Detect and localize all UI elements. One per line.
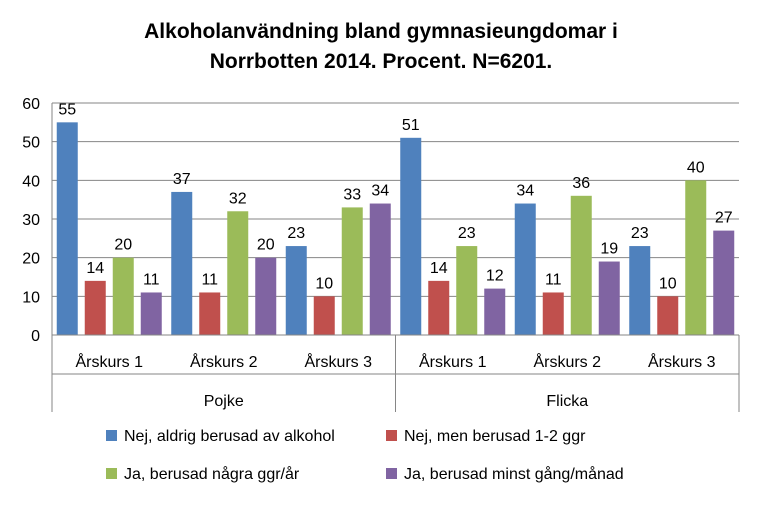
- chart-title-line-1: Alkoholanvändning bland gymnasieungdomar…: [144, 20, 618, 43]
- data-label: 37: [173, 171, 191, 188]
- bar: [171, 191, 193, 335]
- y-tick-label: 30: [22, 212, 40, 229]
- data-label: 19: [600, 241, 618, 258]
- data-label: 51: [402, 117, 420, 134]
- x-tick-label: Årskurs 1: [419, 352, 487, 371]
- bar: [199, 292, 221, 335]
- bar: [456, 246, 478, 335]
- legend-label: Nej, men berusad 1-2 ggr: [404, 428, 586, 445]
- data-label: 11: [545, 271, 562, 288]
- bar: [598, 261, 620, 335]
- legend-label: Ja, berusad några ggr/år: [124, 465, 300, 483]
- chart-title-line-2: Norrbotten 2014. Procent. N=6201.: [209, 50, 553, 73]
- data-label: 10: [659, 275, 677, 292]
- data-label: 20: [114, 237, 132, 254]
- bar: [713, 230, 735, 335]
- y-tick-label: 0: [31, 328, 40, 345]
- legend-label: Ja, berusad minst gång/månad: [404, 465, 624, 483]
- bar: [341, 207, 363, 335]
- data-label: 10: [315, 275, 333, 292]
- x-group-label: Flicka: [546, 393, 588, 410]
- bar: [140, 292, 162, 335]
- bar: [227, 211, 249, 335]
- legend-swatch: [106, 430, 117, 441]
- bar: [657, 296, 679, 335]
- legend-label: Nej, aldrig berusad av alkohol: [124, 428, 335, 445]
- legend-swatch: [386, 430, 397, 441]
- x-tick-label: Årskurs 2: [533, 352, 601, 371]
- legend-swatch: [386, 468, 397, 479]
- bar: [629, 246, 651, 335]
- x-group-label: Pojke: [204, 393, 244, 410]
- data-label: 23: [287, 225, 305, 242]
- bar: [570, 195, 592, 335]
- y-tick-label: 10: [22, 289, 40, 306]
- y-tick-label: 60: [22, 96, 40, 113]
- bar: [112, 257, 134, 335]
- data-label: 12: [486, 268, 504, 285]
- bar: [542, 292, 564, 335]
- bar: [255, 257, 277, 335]
- legend-swatch: [106, 468, 117, 479]
- data-label: 34: [516, 183, 534, 200]
- x-tick-label: Årskurs 1: [75, 352, 143, 371]
- bar: [685, 180, 707, 335]
- data-label: 40: [687, 159, 705, 176]
- x-tick-label: Årskurs 3: [304, 352, 372, 371]
- x-tick-label: Årskurs 2: [190, 352, 258, 371]
- data-label: 32: [229, 190, 247, 207]
- data-label: 20: [257, 237, 275, 254]
- bar: [400, 137, 422, 335]
- data-label: 23: [458, 225, 476, 242]
- bar: [285, 246, 307, 335]
- data-label: 14: [430, 260, 448, 277]
- bar: [514, 203, 536, 335]
- data-label: 14: [86, 260, 104, 277]
- x-tick-label: Årskurs 3: [648, 352, 716, 371]
- y-tick-label: 20: [22, 251, 40, 268]
- y-tick-label: 40: [22, 173, 40, 190]
- data-label: 55: [58, 101, 76, 118]
- data-label: 36: [572, 175, 590, 192]
- data-label: 23: [631, 225, 649, 242]
- bar: [313, 296, 335, 335]
- bar: [56, 122, 78, 335]
- data-label: 34: [371, 183, 389, 200]
- bar: [428, 280, 450, 335]
- data-label: 27: [715, 210, 733, 227]
- bar: [484, 288, 506, 335]
- bar: [84, 280, 106, 335]
- data-label: 33: [343, 186, 361, 203]
- data-label: 11: [201, 271, 218, 288]
- y-tick-label: 50: [22, 135, 40, 152]
- bar: [369, 203, 391, 335]
- data-label: 11: [143, 271, 160, 288]
